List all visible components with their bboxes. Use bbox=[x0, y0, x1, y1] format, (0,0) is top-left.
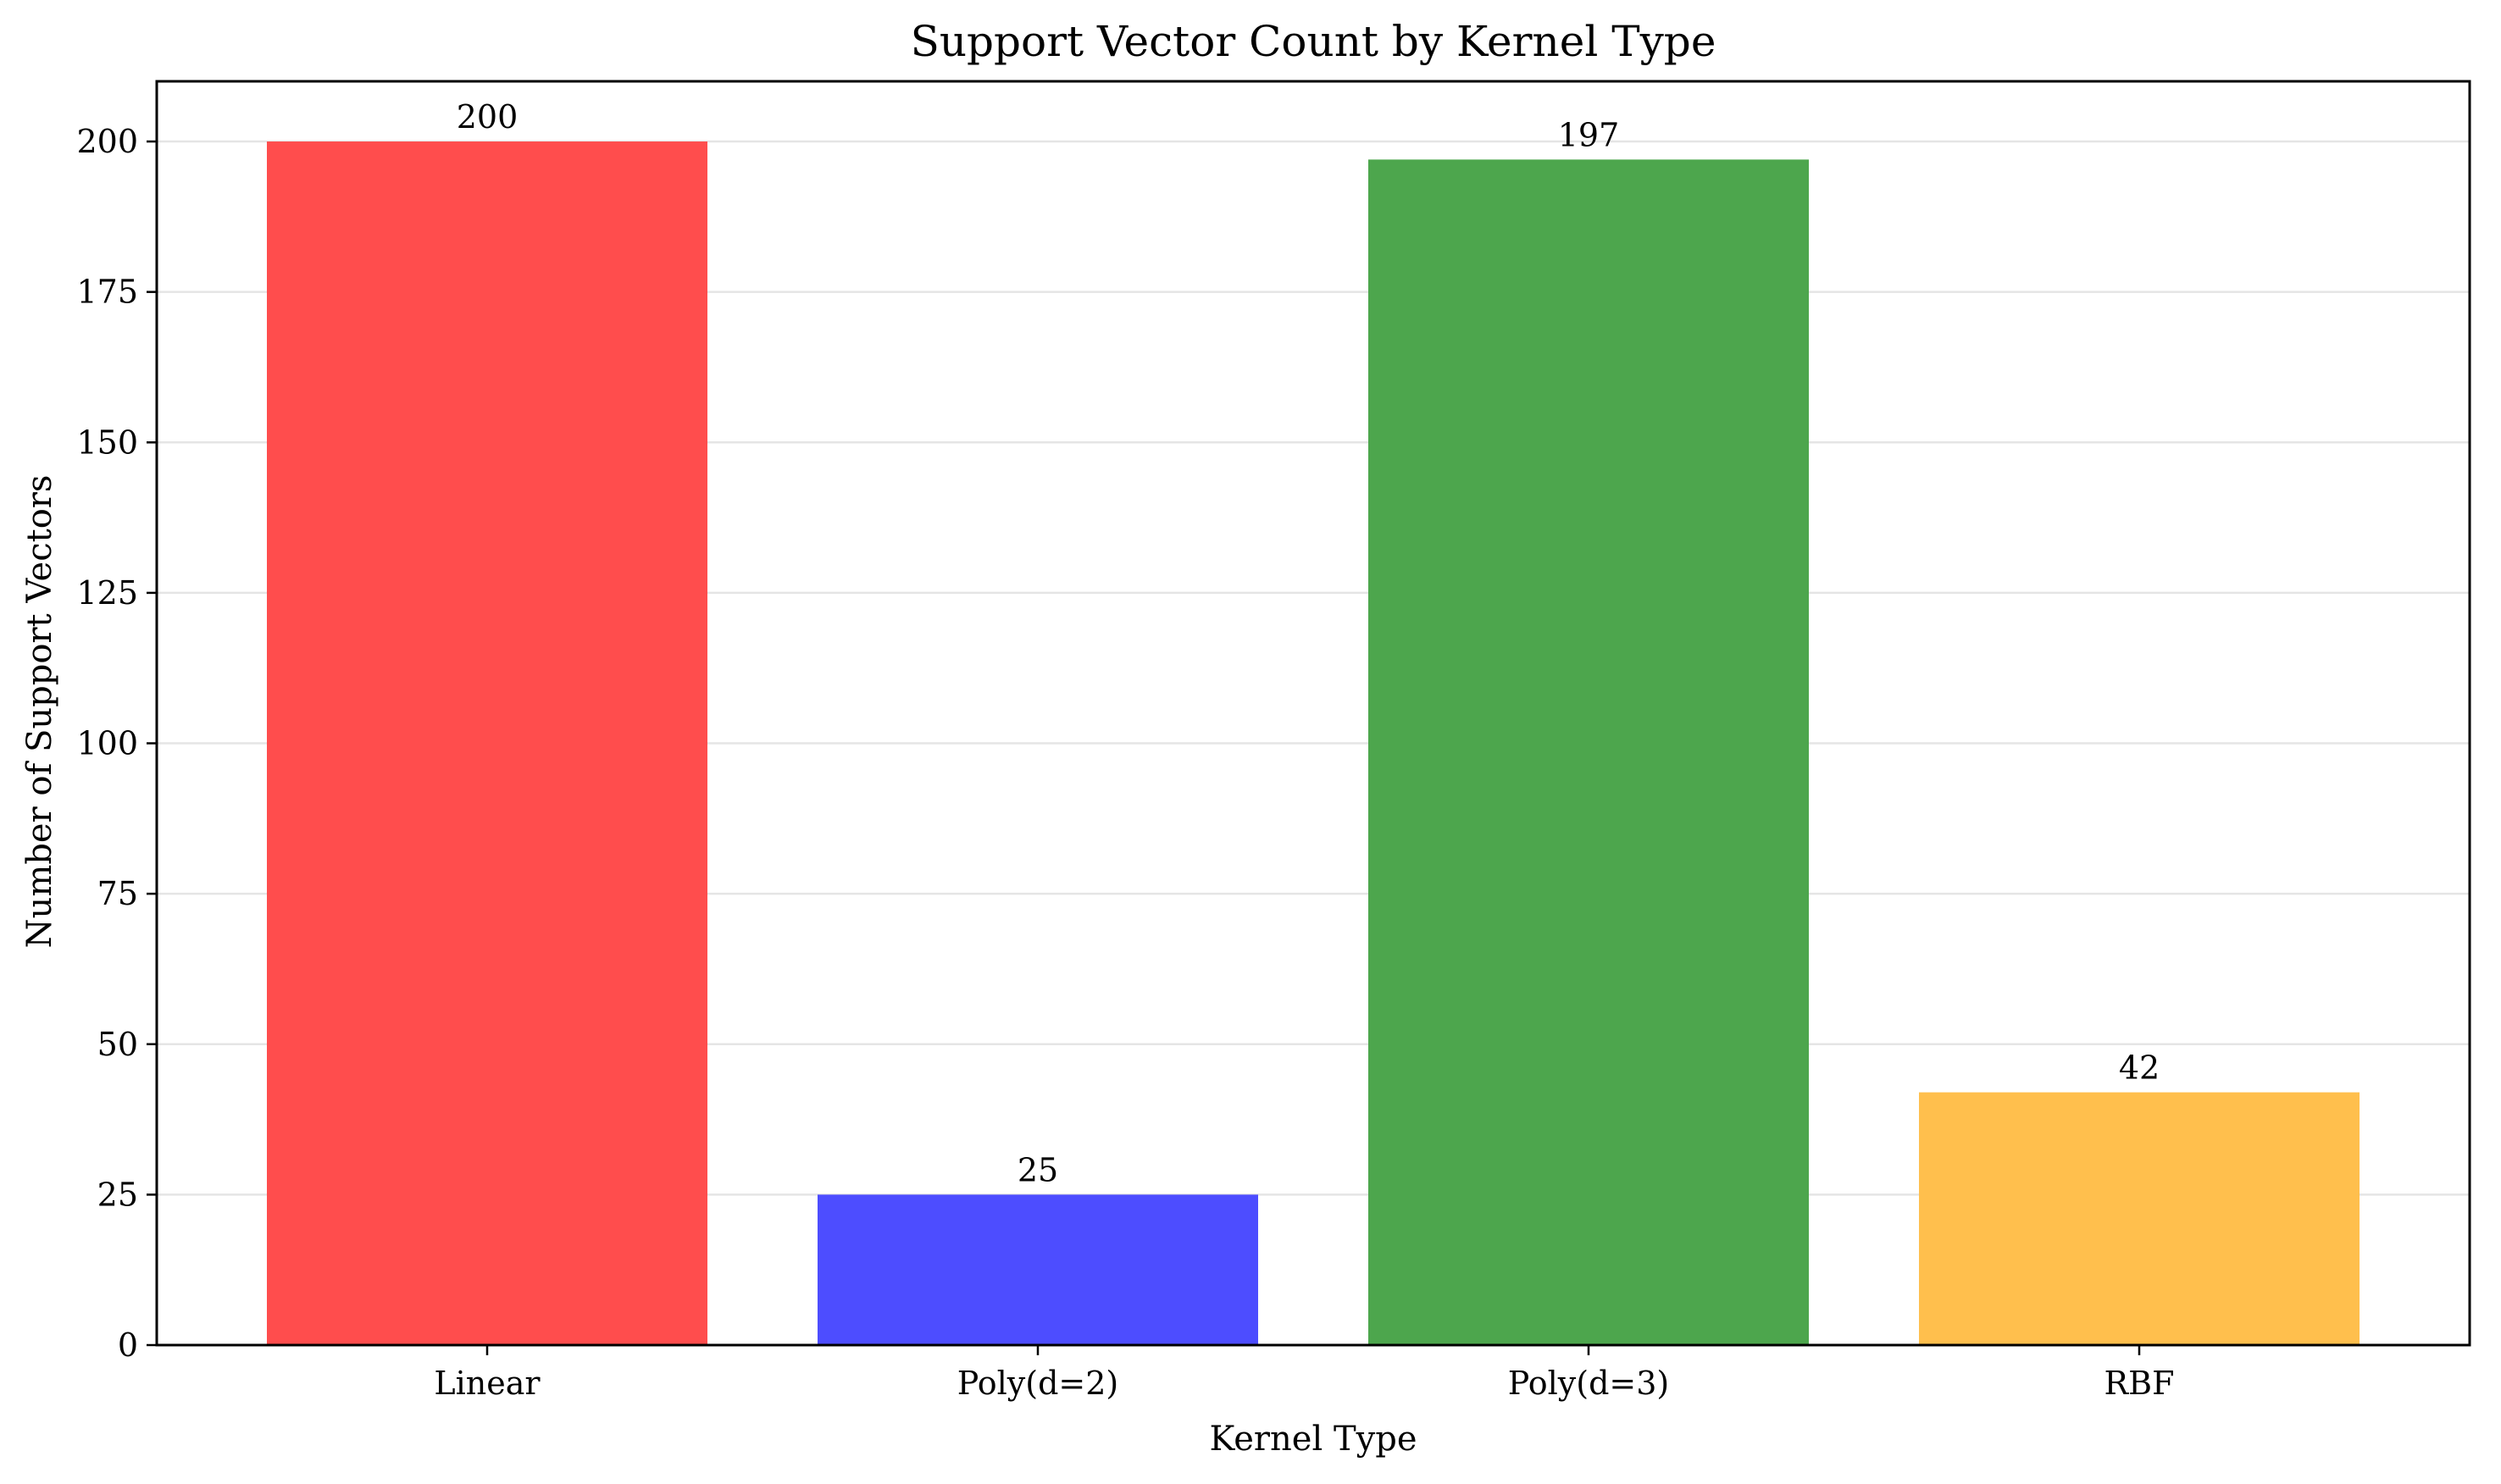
bar-value-label: 25 bbox=[1018, 1151, 1058, 1188]
x-tick-label: Poly(d=2) bbox=[957, 1365, 1119, 1402]
bar bbox=[1919, 1092, 2360, 1345]
y-tick-label: 75 bbox=[97, 875, 138, 912]
x-tick-label: RBF bbox=[2104, 1365, 2175, 1402]
bar-value-label: 197 bbox=[1558, 116, 1620, 153]
x-axis-title: Kernel Type bbox=[1209, 1420, 1417, 1459]
bars bbox=[267, 141, 2360, 1346]
y-tick-label: 150 bbox=[76, 424, 138, 461]
bar-value-label: 42 bbox=[2119, 1049, 2160, 1087]
y-tick-label: 200 bbox=[76, 123, 138, 160]
plot-frame bbox=[155, 80, 2471, 1347]
y-tick-label: 0 bbox=[118, 1326, 138, 1364]
y-axis-ticks: 0 25 50 75 100 125 150 175 200 bbox=[76, 123, 157, 1364]
data-labels: 200 25 197 42 bbox=[457, 98, 2160, 1188]
x-axis-ticks: Linear Poly(d=2) Poly(d=3) RBF bbox=[434, 1345, 2174, 1402]
bar bbox=[1368, 159, 1809, 1345]
x-tick-label: Poly(d=3) bbox=[1508, 1365, 1670, 1402]
chart-title: Support Vector Count by Kernel Type bbox=[911, 17, 1716, 66]
y-tick-label: 125 bbox=[76, 574, 138, 612]
y-tick-label: 175 bbox=[76, 274, 138, 311]
bar bbox=[267, 141, 707, 1346]
y-tick-label: 100 bbox=[76, 725, 138, 762]
y-tick-label: 50 bbox=[97, 1026, 138, 1063]
y-tick-label: 25 bbox=[97, 1176, 138, 1213]
bar-value-label: 200 bbox=[457, 98, 518, 136]
y-axis-title: Number of Support Vectors bbox=[20, 475, 59, 949]
x-tick-label: Linear bbox=[434, 1365, 541, 1402]
bar bbox=[818, 1194, 1258, 1345]
